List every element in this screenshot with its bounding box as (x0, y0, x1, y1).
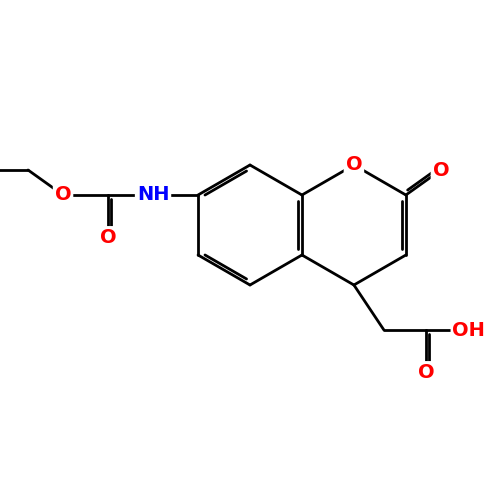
Text: O: O (100, 228, 116, 247)
Text: NH: NH (137, 186, 170, 204)
Text: O: O (432, 160, 449, 180)
Text: O: O (54, 186, 72, 204)
Text: O: O (418, 363, 434, 382)
Text: OH: OH (452, 320, 486, 340)
Text: O: O (346, 156, 362, 174)
